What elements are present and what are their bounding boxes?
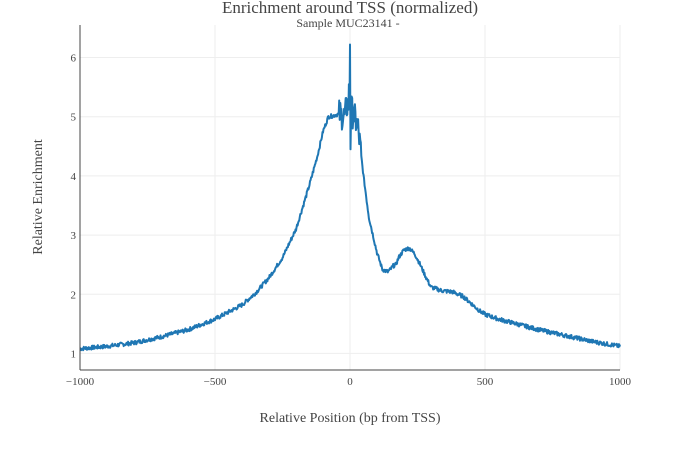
y-tick-label: 4 — [71, 171, 77, 183]
y-tick-label: 2 — [71, 289, 77, 301]
x-tick-label: 1000 — [609, 376, 632, 388]
axes — [79, 25, 620, 371]
x-tick-label: 500 — [477, 376, 494, 388]
chart-title: Enrichment around TSS (normalized) — [222, 0, 478, 17]
chart-subtitle: Sample MUC23141 - — [296, 16, 399, 30]
y-tick-label: 5 — [71, 112, 77, 124]
y-tick-label: 1 — [71, 348, 77, 360]
y-tick-label: 6 — [71, 53, 77, 65]
y-tick-label: 3 — [71, 230, 77, 242]
enrichment-line — [79, 43, 621, 352]
x-axis-title: Relative Position (bp from TSS) — [260, 411, 441, 426]
x-tick-label: −1000 — [66, 376, 95, 388]
y-axis-title: Relative Enrichment — [31, 139, 46, 255]
x-tick-label: 0 — [347, 376, 353, 388]
x-tick-label: −500 — [204, 376, 227, 388]
tick-labels: −1000 −500 0 500 1000 1 2 3 4 5 6 — [66, 53, 632, 388]
series-layer — [79, 43, 621, 352]
